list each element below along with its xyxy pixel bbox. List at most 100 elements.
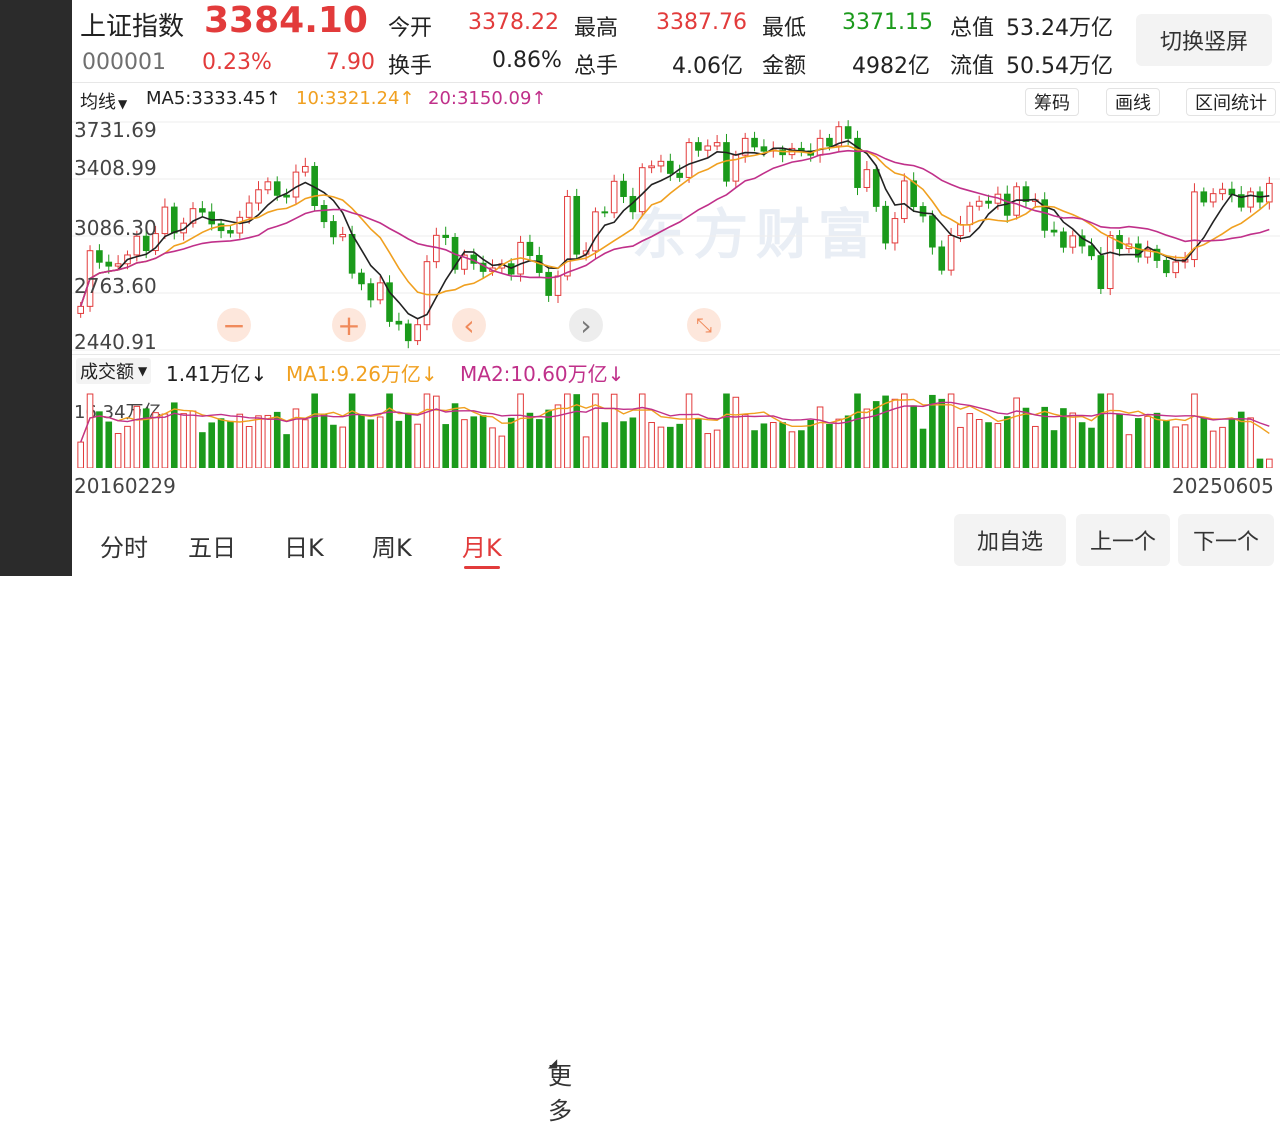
tab-monthly-k[interactable]: 月K	[462, 534, 502, 562]
price-axis-label-3: 3086.30	[74, 216, 157, 240]
candle-body	[404, 323, 412, 342]
scroll-right-button[interactable]: ›	[569, 308, 603, 342]
plus-icon: +	[337, 308, 361, 342]
volume-bar	[395, 420, 403, 468]
candle-body	[189, 208, 197, 224]
volume-bar	[180, 413, 187, 468]
candle-body	[1266, 182, 1273, 203]
volume-chart[interactable]	[72, 388, 1280, 468]
volume-bar	[283, 434, 290, 468]
candle-body	[929, 215, 936, 248]
volume-bar	[1228, 418, 1236, 468]
candle-body	[367, 283, 375, 301]
candle-body	[891, 218, 899, 244]
volume-bar	[957, 426, 964, 468]
collapse-icon: ⤡	[696, 313, 712, 337]
volume-bar	[245, 425, 253, 468]
volume-bar	[358, 415, 365, 468]
volume-bar	[1050, 430, 1058, 468]
candle-body	[292, 171, 300, 198]
stat-value-low: 3371.15	[842, 10, 933, 35]
chips-button[interactable]: 筹码	[1025, 88, 1079, 116]
volume-bar	[236, 413, 244, 468]
volume-bar	[152, 412, 159, 468]
tab-weekly-k[interactable]: 周K	[372, 534, 412, 562]
candle-body	[442, 234, 450, 238]
volume-bar	[105, 421, 113, 468]
scroll-left-button[interactable]: ‹	[452, 308, 486, 342]
stat-value-float-value: 50.54万亿	[1006, 54, 1113, 79]
stat-label-high: 最高	[574, 16, 619, 41]
stat-label-volume: 总手	[574, 54, 619, 79]
next-button[interactable]: 下一个	[1178, 514, 1274, 566]
volume-indicator-select[interactable]: 成交额 ▼	[76, 358, 152, 384]
candle-body	[273, 181, 281, 196]
candle-body	[1191, 191, 1198, 261]
volume-bar	[1069, 412, 1077, 468]
candle-body	[844, 126, 852, 139]
candle-body	[236, 216, 244, 234]
volume-bar	[601, 422, 609, 468]
volume-bar	[227, 420, 234, 468]
volume-bar	[573, 394, 581, 468]
range-stats-button[interactable]: 区间统计	[1186, 88, 1276, 116]
candle-body	[975, 200, 983, 207]
volume-bar	[301, 419, 309, 468]
rotate-screen-button[interactable]: 切换竖屏	[1136, 14, 1272, 66]
index-price: 3384.10	[204, 0, 368, 41]
candle-body	[657, 160, 665, 167]
volume-bar	[638, 393, 646, 468]
volume-bar	[1144, 415, 1151, 468]
corner-caret-icon: ◢	[548, 1056, 558, 1070]
volume-bar	[170, 402, 178, 468]
volume-bar	[1191, 393, 1198, 468]
candle-body	[545, 271, 552, 296]
draw-line-button[interactable]: 画线	[1106, 88, 1160, 116]
volume-ma2: MA2:10.60万亿↓	[460, 362, 625, 386]
candle-body	[1078, 235, 1086, 247]
volume-bar	[882, 395, 889, 468]
candle-body	[704, 145, 712, 151]
volume-bar	[826, 423, 833, 468]
volume-bar	[1237, 411, 1245, 468]
index-code: 000001	[82, 50, 166, 75]
volume-bar	[114, 432, 122, 468]
volume-bar	[863, 408, 871, 468]
volume-bar	[376, 416, 384, 468]
candle-body	[180, 222, 187, 234]
volume-bar	[1134, 418, 1142, 468]
ma-indicator-label: 均线	[80, 92, 116, 113]
volume-bar	[470, 416, 478, 468]
previous-button[interactable]: 上一个	[1076, 514, 1170, 566]
volume-bar	[929, 394, 936, 468]
volume-bar	[994, 423, 1002, 468]
candle-body	[1022, 186, 1030, 202]
collapse-button[interactable]: ⤡	[687, 308, 721, 342]
date-start: 20160229	[74, 474, 176, 498]
candle-body	[320, 204, 328, 223]
tab-timeshare[interactable]: 分时	[100, 534, 148, 562]
candle-body	[414, 324, 421, 342]
volume-bar	[788, 431, 796, 468]
candle-body	[882, 205, 889, 244]
ma-indicator-select[interactable]: 均线 ▼	[80, 88, 127, 114]
zoom-out-button[interactable]: −	[217, 308, 251, 342]
volume-bar	[498, 435, 506, 468]
candle-body	[152, 233, 159, 252]
volume-bar	[545, 409, 552, 468]
candle-body	[610, 180, 618, 214]
tab-five-day[interactable]: 五日	[188, 534, 236, 562]
volume-bar	[760, 423, 768, 468]
candle-body	[1041, 199, 1049, 231]
candlestick-chart[interactable]	[72, 118, 1280, 354]
tab-daily-k[interactable]: 日K	[284, 534, 324, 562]
zoom-in-button[interactable]: +	[332, 308, 366, 342]
add-watchlist-button[interactable]: 加自选	[954, 514, 1066, 566]
candle-body	[1097, 255, 1105, 290]
volume-bar	[217, 418, 225, 468]
volume-bar	[947, 393, 955, 468]
candle-body	[985, 200, 992, 204]
volume-bar	[751, 430, 758, 468]
volume-bar	[320, 413, 328, 468]
candle-body	[938, 246, 946, 271]
